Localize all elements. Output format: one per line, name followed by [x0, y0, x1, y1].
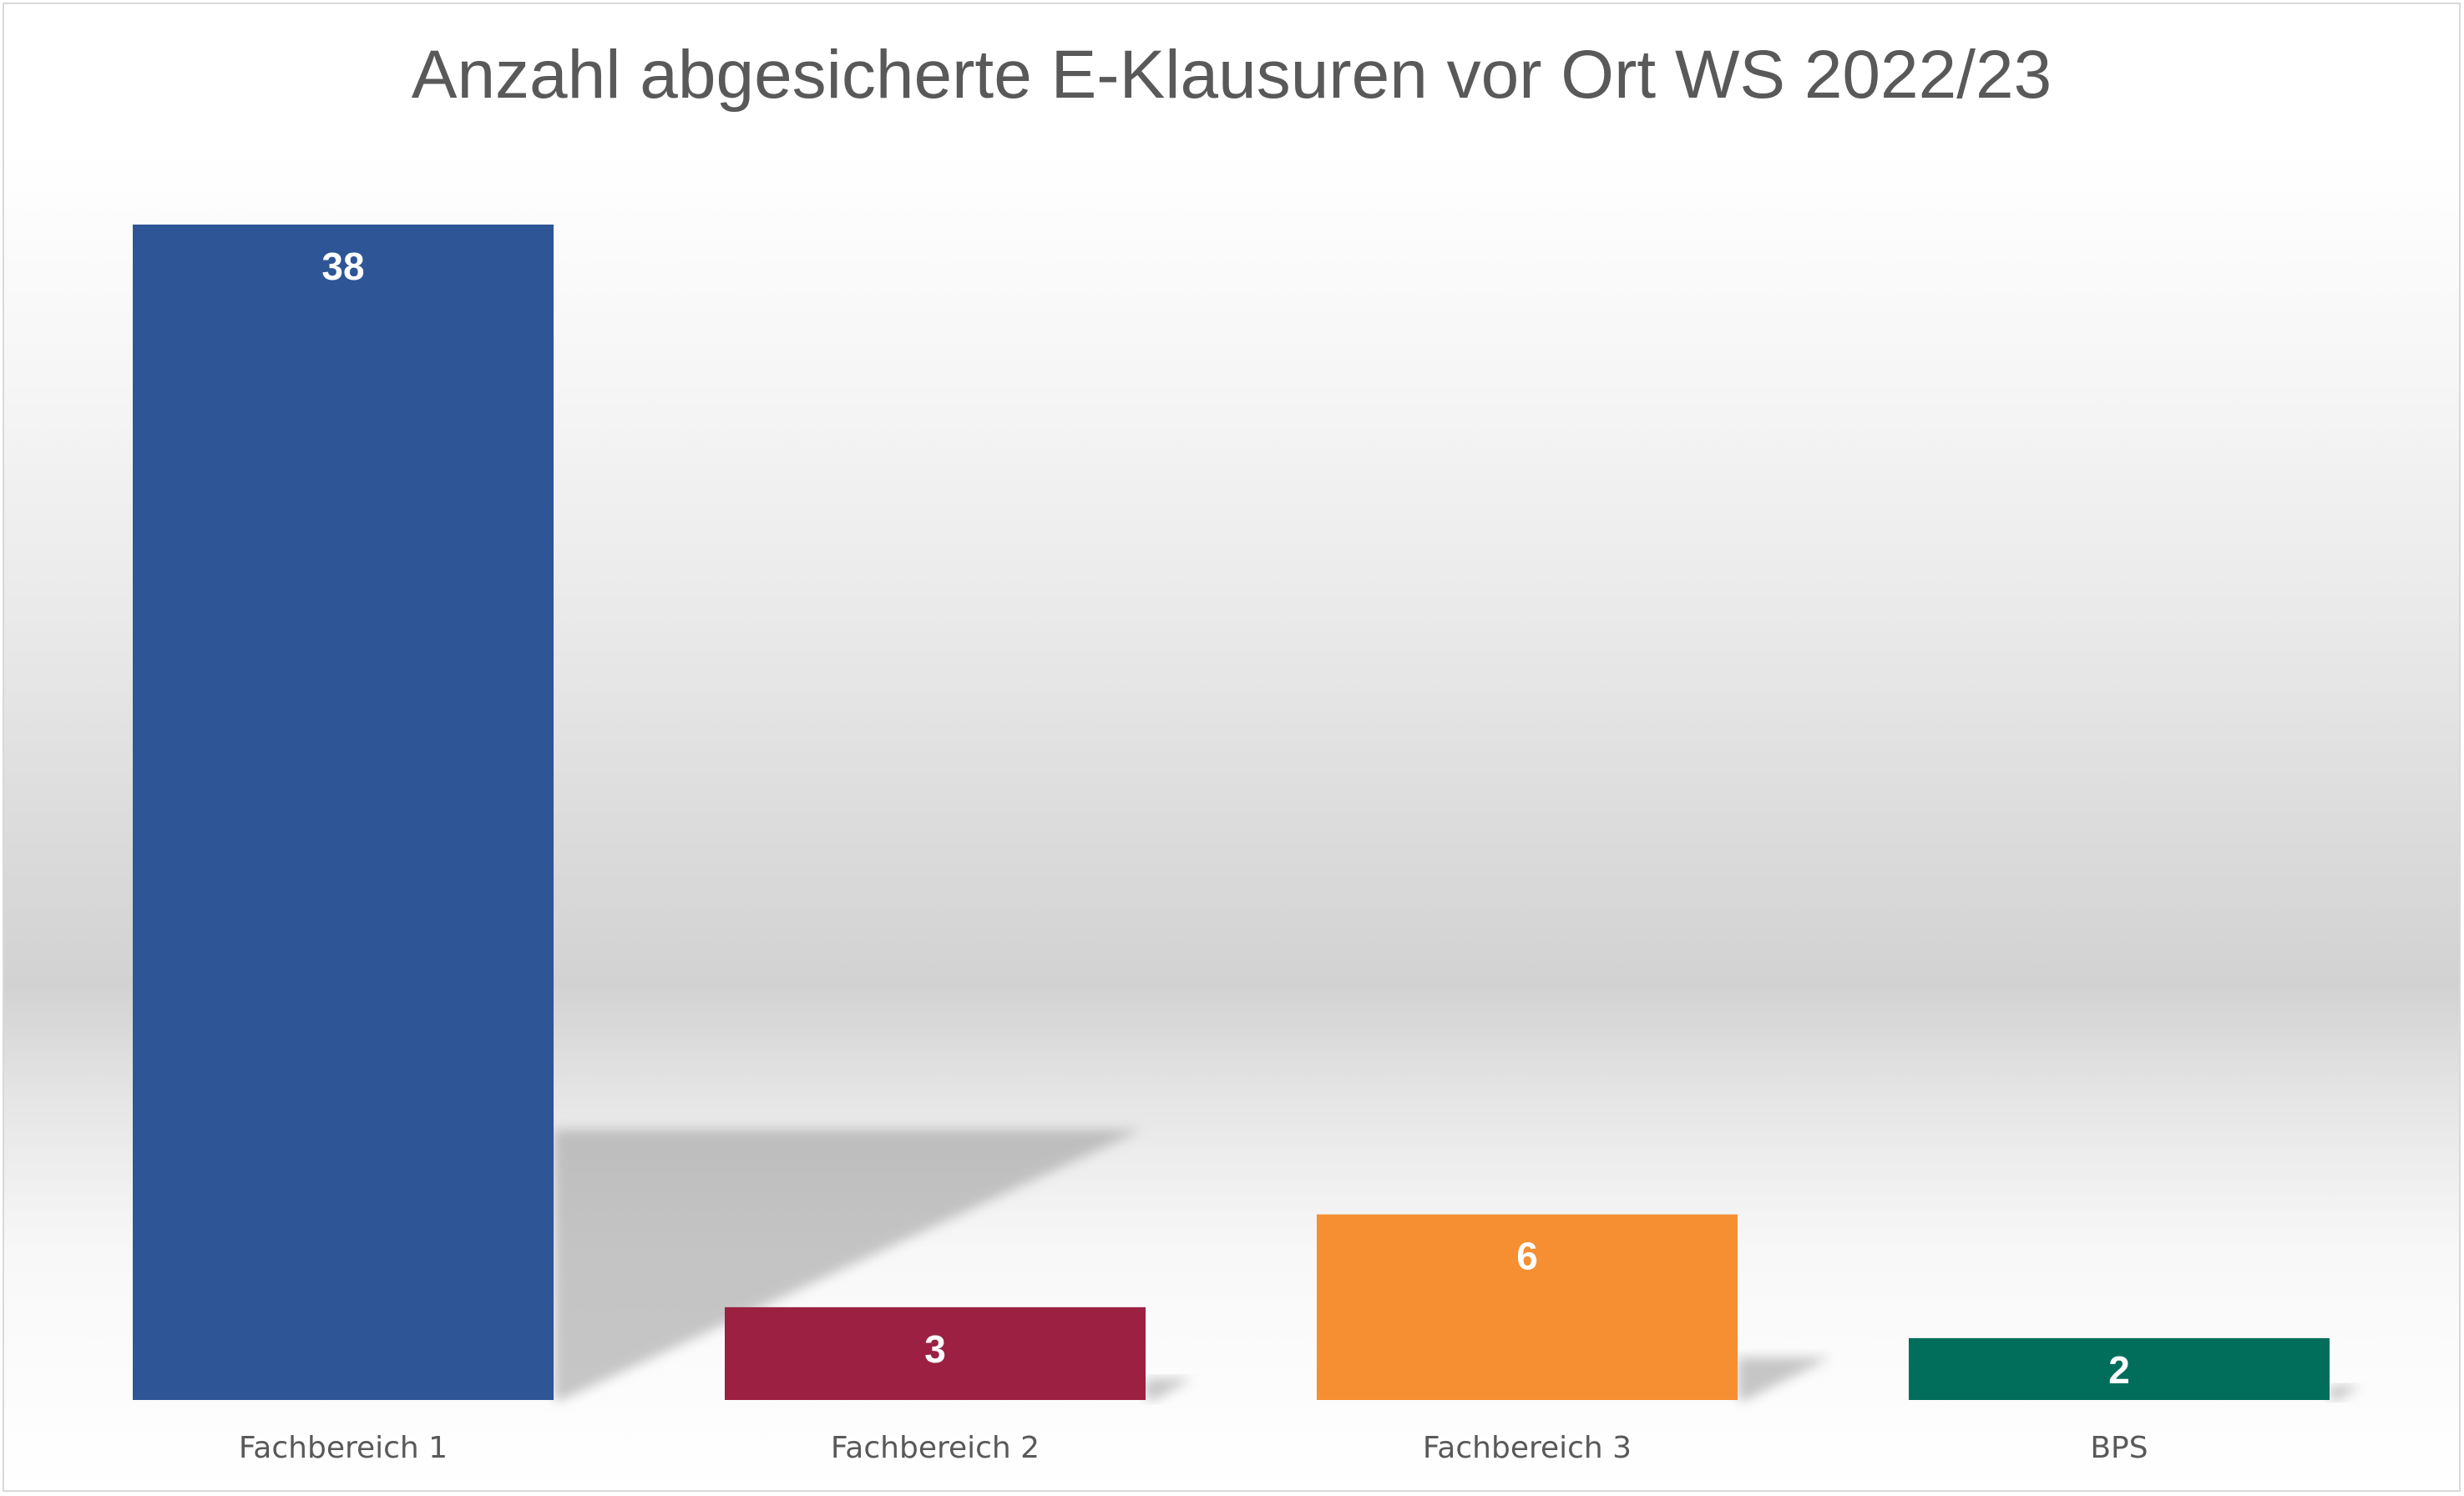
- bar-fachbereich-1: [133, 225, 554, 1400]
- bar-shadow-fachbereich-2: [1146, 1378, 1192, 1400]
- bar-fachbereich-2: [725, 1306, 1146, 1400]
- x-tick-label-fachbereich-3: Fachbereich 3: [1423, 1431, 1632, 1465]
- data-label-fachbereich-2: 3: [924, 1327, 946, 1371]
- bar-bps: [1909, 1337, 2330, 1400]
- x-tick-label-fachbereich-2: Fachbereich 2: [831, 1431, 1040, 1465]
- data-labels: 38 3 6 2: [321, 245, 2129, 1392]
- chart-area: Anzahl abgesicherte E-Klausuren vor Ort …: [3, 3, 2461, 1492]
- data-label-fachbereich-1: 38: [321, 245, 364, 288]
- bar-shadow-fachbereich-3: [1738, 1357, 1831, 1400]
- x-tick-label-fachbereich-1: Fachbereich 1: [239, 1431, 448, 1465]
- bar-shadow-fachbereich-1: [554, 1130, 1141, 1400]
- chart-title: Anzahl abgesicherte E-Klausuren vor Ort …: [411, 37, 2052, 113]
- bar-fachbereich-3: [1317, 1214, 1738, 1400]
- data-label-fachbereich-3: 6: [1516, 1235, 1538, 1278]
- bar-shadows: [554, 1130, 2361, 1400]
- bar-shadow-bps: [2330, 1385, 2361, 1400]
- x-tick-label-bps: BPS: [2090, 1431, 2148, 1465]
- data-label-bps: 2: [2108, 1348, 2130, 1392]
- x-axis-tick-labels: Fachbereich 1 Fachbereich 2 Fachbereich 3 B…: [239, 1431, 2148, 1465]
- bars: [133, 225, 2330, 1400]
